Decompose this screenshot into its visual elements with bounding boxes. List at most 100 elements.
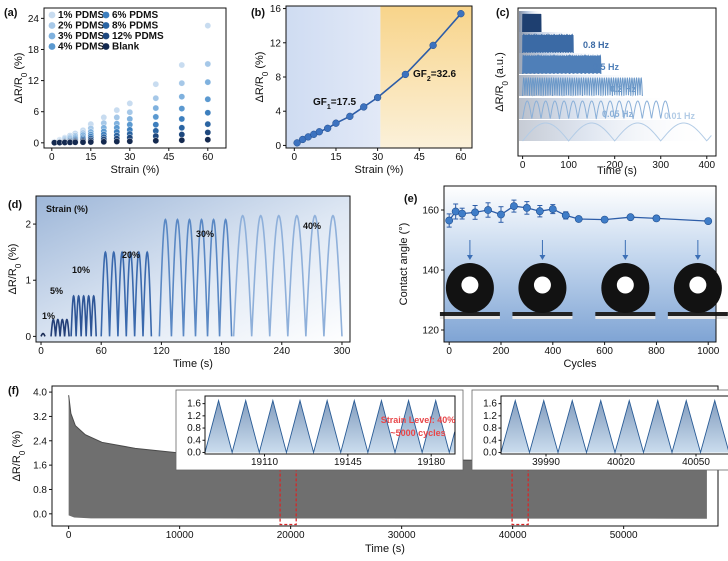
series-line <box>40 332 46 337</box>
x-tick-label: 0 <box>49 152 55 163</box>
legend-label: 8% PDMS <box>112 21 158 32</box>
data-point <box>626 213 635 222</box>
strain-label: 40% <box>303 221 321 231</box>
strain-label: 1% <box>42 311 55 321</box>
panel-label-d: (d) <box>8 199 22 211</box>
inset-x-tick-label: 19180 <box>417 457 445 468</box>
data-point <box>451 207 460 216</box>
y-tick-label: 2.4 <box>33 436 47 447</box>
legend-marker <box>102 11 110 19</box>
pointer-arrow-head <box>622 255 629 260</box>
inset-x-tick-label: 39990 <box>532 457 560 468</box>
legend-marker <box>48 11 56 19</box>
inset-x-tick-label: 40020 <box>607 457 635 468</box>
plot-frame-e <box>443 185 717 343</box>
inset-series-line <box>204 398 456 455</box>
data-point <box>126 100 134 107</box>
data-point <box>204 95 212 103</box>
inset-y-tick-label: 0.8 <box>187 423 201 434</box>
series-line <box>522 122 712 142</box>
x-tick-label: 40000 <box>499 530 527 541</box>
x-tick-label: 200 <box>493 346 510 357</box>
panel-label-b: (b) <box>251 7 265 19</box>
data-point <box>152 113 160 121</box>
x-tick-label: 0 <box>520 160 526 171</box>
y-tick-label: 140 <box>422 266 439 277</box>
region-shade-1 <box>286 6 381 148</box>
data-point <box>178 93 186 100</box>
data-point <box>457 10 465 18</box>
data-point <box>152 137 160 145</box>
x-tick-label: 0 <box>38 346 44 357</box>
y-tick-label: 4 <box>275 107 281 118</box>
gf-annotation: GF1=17.5 <box>313 97 357 111</box>
data-point <box>178 136 186 144</box>
data-point <box>704 217 713 225</box>
inset-x-tick-label: 40050 <box>682 457 710 468</box>
data-point <box>126 115 134 123</box>
y-tick-label: 2 <box>25 220 31 231</box>
inset-y-tick-label: 0.4 <box>483 435 497 446</box>
y-tick-label: 120 <box>422 326 439 337</box>
inset-y-tick-label: 1.6 <box>483 399 497 410</box>
y-tick-label: 18 <box>28 45 40 56</box>
pointer-arrow-head <box>539 255 546 260</box>
data-point <box>204 136 212 144</box>
series-line <box>522 13 542 33</box>
y-tick-label: 16 <box>270 4 282 15</box>
y-tick-label: 0 <box>25 332 31 343</box>
data-point <box>471 208 479 217</box>
inset-y-tick-label: 0.4 <box>187 435 201 446</box>
legend-label: 6% PDMS <box>112 10 158 21</box>
inset-y-tick-label: 0.0 <box>187 447 201 458</box>
data-point <box>152 104 160 112</box>
data-point <box>71 138 79 146</box>
substrate-reflection <box>439 316 500 319</box>
data-point <box>204 120 212 128</box>
data-point <box>346 112 354 120</box>
plot-frame-a <box>43 7 227 149</box>
data-point <box>126 108 134 116</box>
data-point <box>600 215 609 224</box>
inset-y-tick-label: 1.2 <box>483 411 497 422</box>
frequency-label: 0.01 Hz <box>664 111 696 121</box>
substrate <box>667 312 728 316</box>
data-point <box>178 61 186 69</box>
y-axis-label-d: ΔR/R0 (%) <box>7 244 23 295</box>
data-point <box>87 138 95 146</box>
x-tick-label: 60 <box>202 152 214 163</box>
x-tick-label: 20000 <box>277 530 305 541</box>
y-tick-label: 12 <box>270 38 282 49</box>
highlight-box <box>279 453 297 526</box>
strain-label: 5% <box>50 286 63 296</box>
panel-label-e: (e) <box>404 193 418 205</box>
y-tick-label: 6 <box>33 107 39 118</box>
data-point <box>458 209 467 218</box>
data-point <box>204 60 212 68</box>
data-point <box>323 124 332 132</box>
inset-y-tick-label: 1.2 <box>187 411 201 422</box>
x-tick-label: 100 <box>560 160 577 171</box>
data-point <box>178 124 186 132</box>
data-point <box>126 137 134 145</box>
y-tick-label: 3.2 <box>33 412 47 423</box>
x-tick-label: 0 <box>446 346 452 357</box>
data-point <box>373 93 382 102</box>
x-tick-label: 120 <box>153 346 170 357</box>
data-point <box>100 138 108 146</box>
data-point <box>79 138 87 146</box>
inset-frame <box>500 395 728 455</box>
data-point <box>561 211 570 220</box>
strain-label: 20% <box>122 250 140 260</box>
x-axis-label-b: Strain (%) <box>355 164 404 176</box>
y-tick-label: 0.8 <box>33 485 47 496</box>
data-point <box>574 215 583 223</box>
series-line <box>448 205 709 222</box>
x-axis-label-a: Strain (%) <box>111 164 160 176</box>
x-axis-label-f: Time (s) <box>365 543 405 555</box>
x-axis-label-d: Time (s) <box>173 358 213 370</box>
signal-envelope <box>68 395 707 519</box>
data-point <box>429 41 437 49</box>
y-axis-label-f: ΔR/R0 (%) <box>11 431 27 482</box>
legend-label: 4% PDMS <box>58 42 104 53</box>
